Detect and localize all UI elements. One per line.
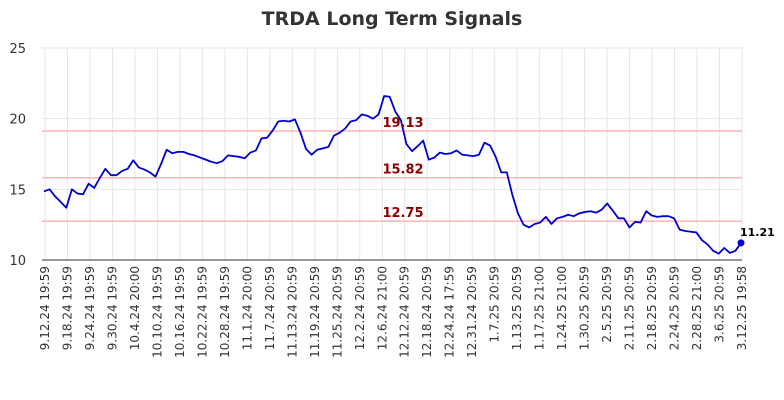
x-tick-label: 3.6.25 20:59	[713, 266, 727, 343]
y-tick-label: 20	[9, 113, 26, 128]
chart-title: TRDA Long Term Signals	[261, 8, 523, 30]
x-tick-label: 2.28.25 21:00	[690, 266, 704, 350]
last-point-marker	[737, 239, 745, 247]
x-tick-label: 12.12.24 20:59	[398, 266, 412, 358]
x-tick-label: 12.6.24 21:00	[375, 266, 389, 350]
x-tick-label: 11.19.24 20:59	[308, 266, 322, 358]
x-tick-label: 11.13.24 20:59	[285, 266, 299, 358]
y-tick-label: 10	[9, 254, 26, 269]
x-tick-label: 2.24.25 20:59	[668, 266, 682, 350]
y-tick-label: 25	[9, 42, 26, 57]
x-tick-label: 11.1.24 20:00	[240, 266, 254, 350]
x-tick-label: 9.18.24 19:59	[60, 266, 74, 350]
x-tick-label: 12.2.24 20:59	[353, 266, 367, 350]
x-tick-label: 2.5.25 20:59	[600, 266, 614, 343]
label-layer: 19.13 15.82 12.75 11.21	[382, 116, 774, 239]
x-tick-label: 12.18.24 20:59	[420, 266, 434, 358]
x-tick-label: 12.31.24 20:59	[465, 266, 479, 358]
x-tick-label: 9.12.24 19:59	[38, 266, 52, 350]
x-tick-label: 12.24.24 17:59	[443, 266, 457, 358]
grid-layer	[42, 47, 743, 261]
x-tick-label: 3.12.25 19:58	[735, 266, 749, 350]
y-tick-label: 15	[9, 183, 26, 198]
x-tick-label: 10.10.24 19:59	[150, 266, 164, 358]
x-tick-label: 1.24.25 21:00	[555, 266, 569, 350]
last-point-label: 11.21	[740, 226, 775, 239]
signal-level-label: 15.82	[382, 163, 423, 178]
price-line	[43, 95, 742, 255]
series-layer	[43, 95, 745, 255]
axes: 9.12.24 19:59 9.18.24 19:59 9.24.24 19:59 9…	[9, 42, 749, 358]
x-tick-label: 2.18.25 20:59	[645, 266, 659, 350]
x-tick-label: 9.30.24 19:59	[105, 266, 119, 350]
x-tick-label: 10.16.24 19:59	[173, 266, 187, 358]
x-tick-label: 10.22.24 19:59	[195, 266, 209, 358]
x-tick-label: 1.13.25 20:59	[510, 266, 524, 350]
x-tick-label: 1.7.25 20:59	[488, 266, 502, 343]
signal-level-label: 19.13	[382, 116, 423, 131]
x-tick-label: 9.24.24 19:59	[83, 266, 97, 350]
signal-level-label: 12.75	[382, 206, 423, 221]
x-tick-label: 2.11.25 20:59	[623, 266, 637, 350]
x-tick-label: 1.30.25 20:59	[578, 266, 592, 350]
x-tick-label: 1.17.25 21:00	[533, 266, 547, 350]
x-tick-label: 11.25.24 20:59	[330, 266, 344, 358]
x-tick-label: 10.4.24 20:00	[128, 266, 142, 350]
x-tick-label: 10.28.24 19:59	[218, 266, 232, 358]
x-tick-label: 11.7.24 20:59	[263, 266, 277, 350]
